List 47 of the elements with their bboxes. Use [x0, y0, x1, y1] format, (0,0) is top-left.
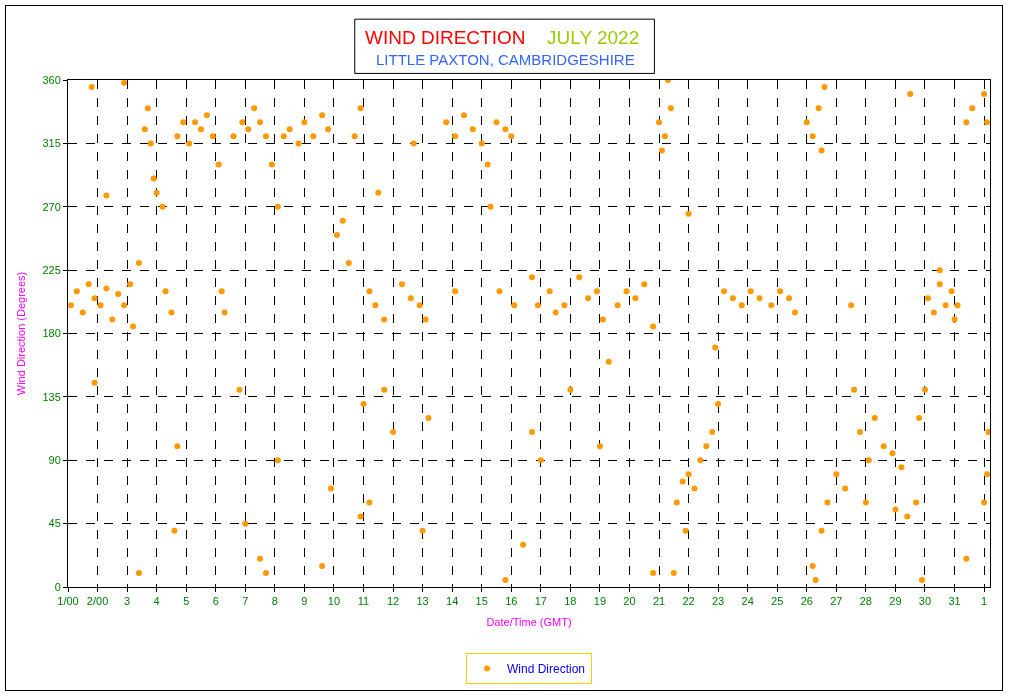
x-tick-label: 26 [800, 595, 813, 608]
y-tick-label: 225 [42, 263, 61, 276]
x-tick-label: 16 [505, 595, 518, 608]
x-tick-label: 17 [534, 595, 547, 608]
x-tick-label: 21 [652, 595, 666, 608]
y-tick-label: 180 [42, 327, 61, 340]
y-tick-label: 315 [42, 137, 61, 150]
x-tick-label: 28 [859, 595, 873, 608]
x-tick-label: 4 [153, 595, 160, 608]
chart-title: WIND DIRECTION [365, 27, 526, 48]
x-tick-label: 11 [357, 595, 370, 608]
x-tick-label: 12 [386, 595, 400, 608]
x-tick-label: 27 [830, 595, 843, 608]
x-tick-label: 19 [593, 595, 607, 608]
y-tick-label: 0 [54, 580, 61, 593]
x-tick-label: 25 [771, 595, 784, 608]
x-tick-label: 24 [741, 595, 754, 608]
x-tick-label: 8 [271, 595, 278, 608]
x-tick-label: 1 [981, 595, 988, 608]
x-tick-label: 1/00 [57, 595, 79, 608]
x-tick-label: 22 [682, 595, 695, 608]
x-tick-label: 10 [327, 595, 341, 608]
x-tick-label: 7 [242, 595, 249, 608]
x-tick-label: 15 [475, 595, 488, 608]
x-tick-label: 9 [301, 595, 308, 608]
text: JULY 2022 [547, 27, 640, 48]
x-tick-label: 13 [416, 595, 429, 608]
y-tick-label: 90 [48, 454, 61, 467]
legend-label: Wind Direction [507, 662, 586, 677]
x-axis-title: Date/Time (GMT) [486, 616, 572, 629]
x-tick-label: 23 [712, 595, 725, 608]
x-tick-label: 5 [183, 595, 190, 608]
x-tick-label: 2/00 [86, 595, 109, 608]
x-tick-label: 6 [212, 595, 219, 608]
x-tick-label: 31 [948, 595, 961, 608]
x-tick-label: 20 [623, 595, 636, 608]
y-axis-title: Wind Direction (Degrees) [15, 271, 28, 396]
x-tick-label: 3 [124, 595, 131, 608]
x-tick-label: 14 [446, 595, 459, 608]
x-tick-label: 30 [918, 595, 932, 608]
y-tick-label: 135 [42, 390, 61, 403]
y-tick-label: 45 [48, 517, 61, 530]
x-tick-label: 29 [889, 595, 902, 608]
chart-subtitle: LITTLE PAXTON, CAMBRIDGESHIRE [376, 51, 635, 68]
y-tick-label: 360 [42, 73, 61, 86]
y-tick-label: 270 [42, 200, 61, 213]
x-tick-label: 18 [564, 595, 577, 608]
